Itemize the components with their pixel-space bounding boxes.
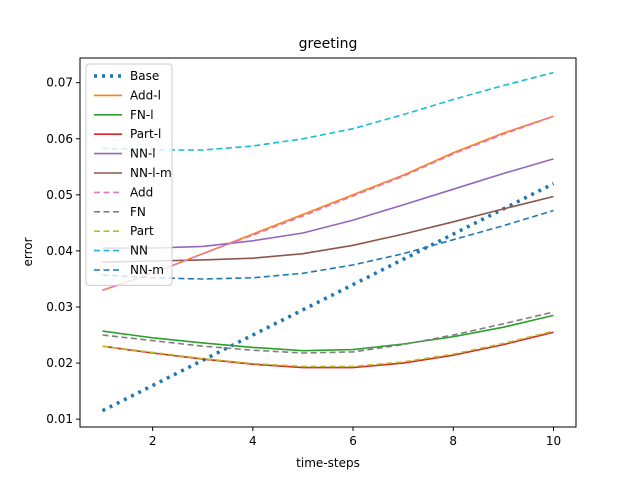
x-tick-label: 8 [449,434,457,448]
series-line-fn [102,311,554,354]
x-tick-label: 6 [349,434,357,448]
plot-frame [79,57,577,428]
x-axis: 2 4 6 8 10 [149,427,561,448]
y-axis-label: error [21,237,35,266]
legend-label-nn-l-m: NN-l-m [130,166,172,180]
legend-label-part-l: Part-l [130,127,161,141]
legend-label-nn-l: NN-l [130,147,156,161]
y-tick-label: 0.01 [46,412,73,426]
y-axis: 0.01 0.02 0.03 0.04 0.05 0.06 0.07 [46,76,80,426]
legend-label-part: Part [130,224,154,238]
y-tick-label: 0.03 [46,300,73,314]
series-line-part-l [102,331,554,369]
y-tick-label: 0.05 [46,188,73,202]
legend-label-nn: NN [130,244,148,258]
x-axis-label: time-steps [296,456,360,470]
series-line-nn-l [102,158,554,249]
series-line-nn-m [102,209,554,280]
legend-label-add-l: Add-l [130,88,161,102]
x-tick-label: 4 [249,434,257,448]
plot-lines [101,71,555,413]
series-line-fn-l [102,314,554,352]
series-line-add [102,115,554,291]
series-line-nn [102,71,554,151]
legend-box [85,63,173,286]
legend: Base Add-l FN-l Part-l NN-l NN-l-m Add FN Part NN… [85,63,173,286]
legend-label-base: Base [130,69,159,83]
y-tick-label: 0.07 [46,76,73,90]
x-tick-label: 2 [149,434,157,448]
x-tick-label: 10 [546,434,561,448]
series-line-nn-l-m [102,195,554,263]
legend-label-add: Add [130,185,153,199]
legend-label-fn-l: FN-l [130,108,154,122]
y-tick-label: 0.04 [46,244,73,258]
legend-label-nn-m: NN-m [130,263,164,277]
y-tick-label: 0.02 [46,356,73,370]
chart-title: greeting [299,36,358,52]
legend-label-fn: FN [130,205,146,219]
y-tick-label: 0.06 [46,132,73,146]
